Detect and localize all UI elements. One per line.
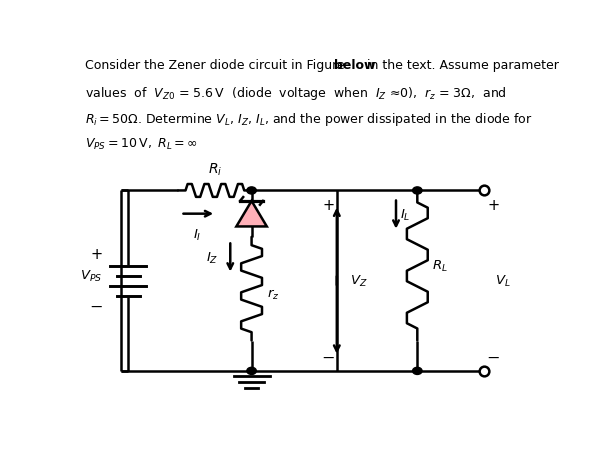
Text: $R_i$ = 50Ω. Determine $V_L$, $I_Z$, $I_L$, and the power dissipated in the diod: $R_i$ = 50Ω. Determine $V_L$, $I_Z$, $I_… bbox=[85, 111, 532, 127]
Text: below: below bbox=[334, 59, 376, 72]
Text: $V_{PS}$: $V_{PS}$ bbox=[80, 268, 103, 283]
Text: Consider the Zener diode circuit in Figure: Consider the Zener diode circuit in Figu… bbox=[85, 59, 349, 72]
Text: +: + bbox=[322, 197, 334, 212]
Polygon shape bbox=[236, 201, 267, 227]
Circle shape bbox=[247, 188, 257, 194]
Text: $V_L$: $V_L$ bbox=[496, 274, 511, 288]
Text: $V_Z$: $V_Z$ bbox=[350, 274, 368, 288]
Text: $I_I$: $I_I$ bbox=[193, 228, 201, 243]
Text: $R_i$: $R_i$ bbox=[208, 161, 222, 177]
Circle shape bbox=[247, 368, 257, 375]
Text: $V_{PS}$ = 10 V, $R_L$ = ∞: $V_{PS}$ = 10 V, $R_L$ = ∞ bbox=[85, 136, 198, 151]
Text: $I_L$: $I_L$ bbox=[400, 207, 411, 223]
Circle shape bbox=[412, 188, 422, 194]
Text: $R_L$: $R_L$ bbox=[431, 258, 447, 274]
Text: in the text. Assume parameter: in the text. Assume parameter bbox=[364, 59, 559, 72]
Text: −: − bbox=[321, 350, 335, 365]
Circle shape bbox=[412, 368, 422, 375]
Text: +: + bbox=[90, 247, 102, 262]
Text: values  of  $V_{Z0}$ = 5.6 V  (diode  voltage  when  $I_Z$ ≈0),  $r_z$ = 3Ω,  an: values of $V_{Z0}$ = 5.6 V (diode voltag… bbox=[85, 85, 507, 102]
Text: +: + bbox=[487, 197, 499, 212]
Text: −: − bbox=[90, 299, 103, 314]
Text: $I_Z$: $I_Z$ bbox=[206, 250, 219, 265]
Text: $r_z$: $r_z$ bbox=[267, 288, 280, 301]
Text: −: − bbox=[486, 350, 500, 365]
